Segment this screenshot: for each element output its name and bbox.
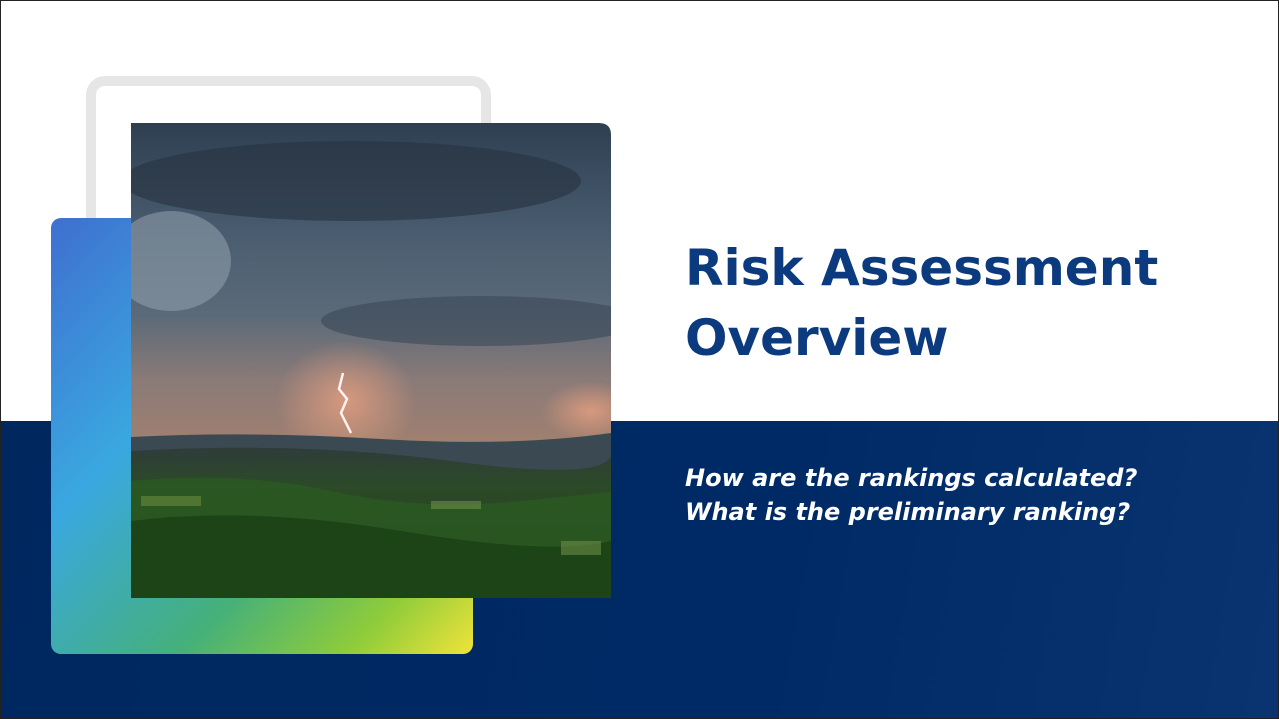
question: What is the preliminary ranking? [685,495,1137,529]
photo-composition [1,1,641,718]
slide: Risk Assessment Overview How are the ran… [0,0,1279,719]
question-list: How are the rankings calculated? What is… [685,461,1137,529]
question: How are the rankings calculated? [685,461,1137,495]
storm-photo [111,123,641,601]
slide-title: Risk Assessment Overview [685,233,1205,373]
